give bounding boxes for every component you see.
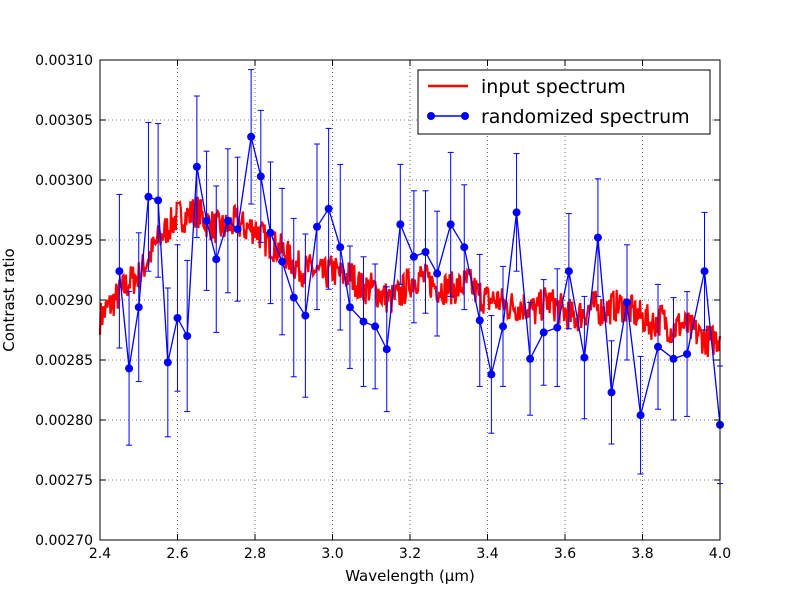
data-point (460, 243, 469, 252)
data-point (336, 243, 345, 252)
data-point (539, 328, 548, 337)
randomized-spectrum-line (118, 136, 721, 425)
data-point (115, 267, 124, 276)
x-tick-label: 4.0 (709, 546, 731, 562)
data-point (553, 323, 562, 332)
input-spectrum-series (98, 196, 722, 357)
y-axis-label: Contrast ratio (0, 248, 18, 351)
data-point (396, 220, 405, 229)
data-point (669, 354, 678, 363)
x-tick-label: 3.6 (554, 546, 576, 562)
data-point (607, 388, 616, 397)
data-point (278, 257, 287, 266)
legend-randomized-marker-right (461, 112, 469, 120)
data-point (301, 311, 310, 320)
data-point (192, 162, 201, 171)
data-point (125, 364, 134, 373)
data-point (313, 222, 321, 231)
y-tick-label: 0.00280 (35, 413, 93, 429)
input-spectrum-line (98, 196, 722, 357)
data-point (409, 252, 418, 261)
y-tick-label: 0.00270 (35, 533, 93, 549)
data-point (623, 298, 631, 307)
legend-box (417, 69, 711, 135)
data-point (173, 314, 182, 322)
data-point (324, 204, 333, 213)
x-tick-label: 3.0 (321, 546, 343, 562)
data-point (499, 322, 507, 331)
data-point (512, 208, 521, 217)
data-point (683, 350, 692, 358)
data-point (636, 411, 645, 420)
data-point (233, 225, 242, 234)
data-point (446, 220, 455, 229)
data-point (256, 172, 265, 181)
data-point (421, 248, 430, 256)
data-point (247, 132, 256, 141)
y-tick-label: 0.00295 (35, 233, 93, 249)
legend-randomized-marker-left (427, 112, 435, 120)
y-tick-label: 0.00275 (35, 473, 93, 489)
data-point (700, 267, 709, 276)
y-tick-label: 0.00310 (35, 53, 93, 69)
legend-randomized-label: randomized spectrum (481, 106, 690, 128)
y-tick-label: 0.00285 (35, 353, 93, 369)
data-point (202, 216, 211, 225)
data-point (371, 322, 380, 331)
y-tick-label: 0.00305 (35, 113, 93, 129)
data-point (475, 316, 484, 325)
x-tick-label: 3.8 (631, 546, 653, 562)
data-point (382, 345, 391, 354)
x-tick-label: 3.4 (476, 546, 498, 562)
data-point (223, 216, 232, 225)
x-tick-label: 2.6 (166, 546, 188, 562)
data-point (154, 196, 163, 205)
legend: input spectrum randomized spectrum (417, 69, 711, 135)
randomized-spectrum-series (115, 69, 724, 485)
data-point (163, 358, 172, 367)
data-point (526, 354, 535, 363)
data-point (144, 192, 153, 201)
legend-input-label: input spectrum (481, 76, 626, 98)
x-axis-label: Wavelength (μm) (345, 567, 475, 585)
data-point (345, 303, 354, 312)
data-point (134, 303, 143, 312)
x-tick-label: 2.8 (244, 546, 266, 562)
axis-ticks: 2.4 2.6 2.8 3.0 3.2 3.4 3.6 3.8 4.0 0.00270 0.0027… (35, 53, 731, 562)
data-point (289, 293, 298, 302)
data-point (183, 332, 192, 340)
data-point (433, 269, 442, 278)
data-point (580, 353, 589, 362)
data-point (654, 342, 662, 351)
data-point (564, 267, 573, 276)
x-tick-label: 2.4 (89, 546, 111, 562)
data-point (212, 255, 221, 264)
data-point (593, 233, 602, 242)
data-point (266, 228, 275, 237)
data-point (359, 317, 368, 326)
y-tick-label: 0.00300 (35, 173, 93, 189)
x-tick-label: 3.2 (399, 546, 421, 562)
data-point (487, 370, 496, 379)
y-tick-label: 0.00290 (35, 293, 93, 309)
